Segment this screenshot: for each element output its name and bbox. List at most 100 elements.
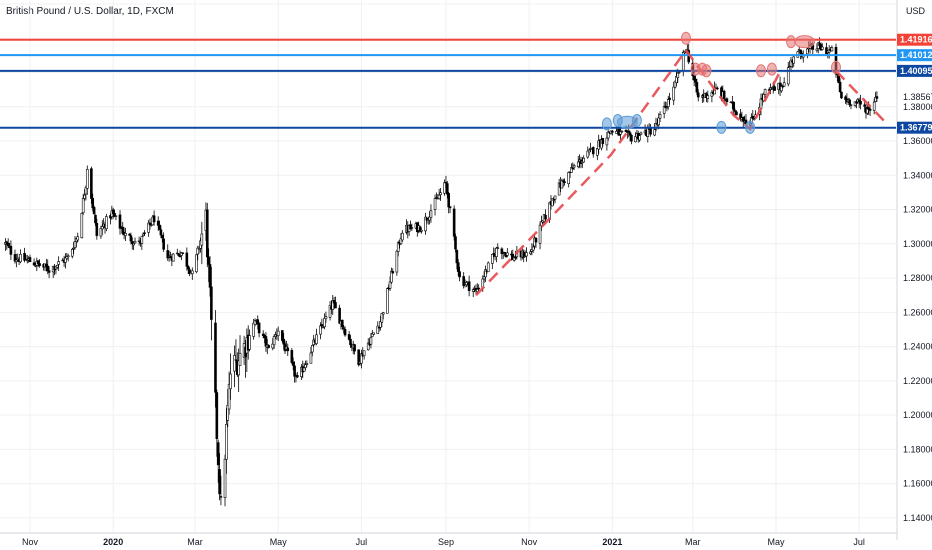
candle-body <box>837 75 841 84</box>
candle <box>38 259 41 268</box>
candle-body <box>311 345 314 353</box>
candle-body <box>124 233 127 236</box>
candle <box>601 138 605 147</box>
candle <box>553 195 557 204</box>
candle <box>315 328 318 346</box>
price-tick-label: 1.14000 <box>903 513 932 523</box>
candle <box>570 163 573 173</box>
candle-body <box>444 181 448 184</box>
candle-body <box>267 345 270 348</box>
candle <box>649 123 652 137</box>
candle-body <box>28 257 32 263</box>
candle <box>73 236 77 250</box>
candle-body <box>19 253 22 263</box>
candle-body <box>538 224 542 244</box>
candle-body <box>582 157 585 163</box>
candle <box>150 224 153 227</box>
candle <box>696 89 700 102</box>
candle <box>293 361 296 383</box>
candle <box>433 194 437 216</box>
candle-body <box>320 324 324 327</box>
candle-body <box>452 208 456 237</box>
candle-body <box>143 232 146 234</box>
candle <box>662 101 666 119</box>
candle <box>85 165 89 195</box>
candle-body <box>286 347 290 352</box>
candle <box>305 360 309 367</box>
price-axis[interactable]: 1.420001.400001.380001.360001.340001.320… <box>896 0 932 550</box>
candle <box>234 339 238 363</box>
candle-body <box>195 254 198 273</box>
candle-body <box>576 161 580 168</box>
candle <box>92 205 96 215</box>
candle-body <box>534 237 538 243</box>
candle-body <box>341 319 344 327</box>
candle-body <box>315 334 318 344</box>
candle <box>319 322 322 340</box>
candle-body <box>491 254 494 264</box>
time-tick-label: 2020 <box>103 537 123 547</box>
candle-body <box>6 242 10 247</box>
candle-body <box>83 194 86 199</box>
candle <box>560 178 564 189</box>
candle <box>388 276 392 292</box>
candle <box>732 101 736 116</box>
candle-body <box>219 496 223 498</box>
candle <box>567 171 570 188</box>
candle <box>200 221 204 265</box>
level-price-label: 1.36779 <box>900 123 932 133</box>
candle-body <box>276 330 280 336</box>
candle-body <box>456 262 460 272</box>
candle <box>166 244 170 261</box>
candle-body <box>190 270 194 275</box>
time-axis[interactable]: Nov 2020 Mar May Jul Sep Nov 2021 Mar May Jul <box>0 532 897 547</box>
candle <box>435 192 438 199</box>
price-tick-label: 1.32000 <box>903 205 932 215</box>
candle <box>448 206 452 214</box>
candle-body <box>770 88 774 90</box>
candle <box>47 266 51 279</box>
candle <box>706 90 710 103</box>
candle-body <box>302 367 306 372</box>
grid-lines <box>0 0 896 533</box>
candle-body <box>587 149 591 153</box>
candle-body <box>391 271 395 274</box>
candle-body <box>128 233 131 236</box>
candle-body <box>620 130 624 133</box>
candle <box>276 326 280 342</box>
candle <box>323 313 326 330</box>
time-tick-label: 2021 <box>602 537 622 547</box>
candle-body <box>657 117 661 126</box>
candle <box>525 247 528 262</box>
candle <box>506 248 509 258</box>
candle-body <box>304 364 307 368</box>
candle-body <box>786 67 790 85</box>
candle <box>28 254 32 263</box>
candle-body <box>606 131 610 139</box>
candle <box>267 344 270 349</box>
candle-body <box>638 135 641 141</box>
candle-body <box>223 458 227 498</box>
price-tick-label: 1.30000 <box>903 239 932 249</box>
red-highlight-marker <box>755 64 766 78</box>
candle-body <box>563 181 566 183</box>
candle <box>534 237 538 248</box>
candle-body <box>159 229 163 236</box>
candle <box>341 319 344 331</box>
candle <box>353 343 356 355</box>
red-highlight-marker <box>794 35 816 49</box>
candle <box>462 272 465 289</box>
candle <box>229 353 232 400</box>
time-tick-label: Jul <box>853 537 865 547</box>
candle-body <box>666 98 670 107</box>
candle-body <box>447 193 450 208</box>
candle <box>343 326 347 337</box>
candle <box>248 329 251 352</box>
candle-body <box>838 81 842 93</box>
time-tick-label: Sep <box>438 537 454 547</box>
candle <box>452 205 456 241</box>
candle <box>563 178 566 186</box>
candle <box>76 232 80 243</box>
candle-body <box>91 198 95 209</box>
